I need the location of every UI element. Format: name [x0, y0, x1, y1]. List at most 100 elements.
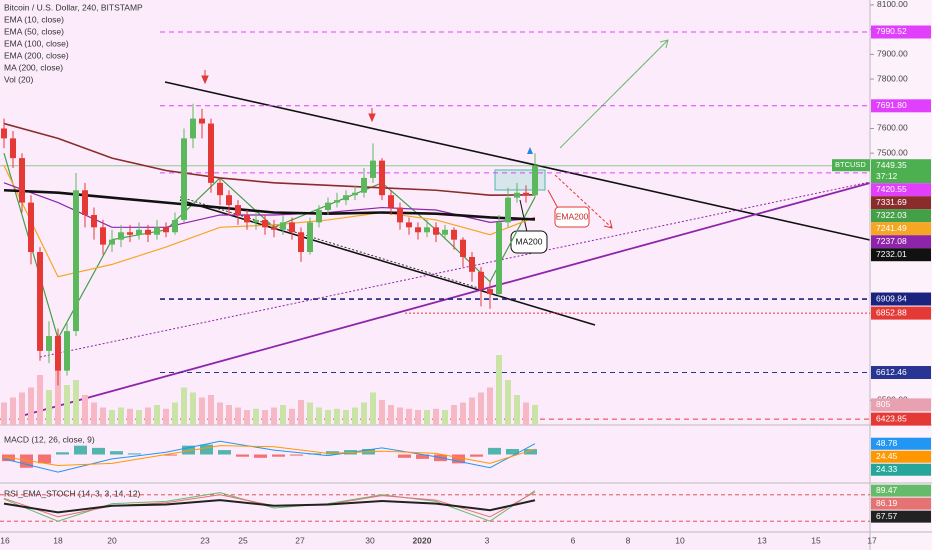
candle-body	[10, 138, 16, 159]
symbol-tag: BTCUSD	[835, 160, 866, 169]
macd-histogram	[272, 454, 285, 457]
macd-histogram	[398, 454, 411, 458]
macd-line	[3, 440, 536, 473]
ema-line	[3, 122, 536, 197]
x-tick-label: 27	[295, 535, 305, 545]
volume-bar	[523, 402, 529, 425]
candle-body	[433, 227, 439, 235]
volume-bar	[1, 402, 7, 425]
candle-body	[1, 128, 7, 139]
macd-histogram	[452, 454, 465, 464]
price-label-bg	[871, 248, 931, 262]
volume-bar	[190, 392, 196, 425]
macd-histogram	[74, 445, 87, 455]
x-tick-label: 20	[107, 535, 117, 545]
macd-histogram	[506, 448, 519, 455]
pane-label: 86.19	[876, 498, 898, 508]
callout-pointer	[519, 199, 528, 233]
volume-bar	[235, 407, 241, 425]
macd-histogram	[470, 454, 483, 457]
volume-bar	[109, 410, 115, 425]
macd-histogram	[110, 451, 123, 455]
volume-bar	[163, 408, 169, 425]
x-tick-label: 25	[238, 535, 248, 545]
volume-bar	[46, 390, 52, 425]
volume-bar	[505, 380, 511, 425]
x-tick-label: 18	[53, 535, 63, 545]
pane-label-bg	[871, 497, 931, 510]
macd-histogram	[92, 447, 105, 455]
legend-entry: Vol (20)	[4, 74, 33, 84]
legend-entry: EMA (200, close)	[4, 50, 69, 60]
volume-bar	[271, 407, 277, 425]
candle-body	[244, 214, 250, 223]
price-label: 7237.08	[876, 236, 907, 246]
macd-histogram	[200, 444, 213, 455]
candle-body	[199, 118, 205, 124]
down-arrow	[554, 174, 613, 229]
candle-body	[361, 177, 367, 193]
candle-body	[406, 222, 412, 228]
volume-bar	[325, 410, 331, 425]
candle-body	[496, 222, 502, 295]
volume-bar	[73, 380, 79, 425]
volume-bar	[343, 410, 349, 425]
candle-body	[424, 227, 430, 233]
candle-body	[109, 239, 115, 245]
candle-body	[118, 232, 124, 240]
y-tick-label: 8100.00	[877, 0, 908, 9]
candle-body	[397, 207, 403, 223]
volume-bar	[136, 410, 142, 425]
x-tick-label: 15	[811, 535, 821, 545]
volume-bar	[217, 402, 223, 425]
price-label: 7322.03	[876, 210, 907, 220]
x-tick-label: 6	[571, 535, 576, 545]
price-label-bg	[871, 366, 931, 380]
volume-bar	[298, 400, 304, 425]
macd-histogram	[218, 450, 231, 455]
pane-label: 24.45	[876, 451, 898, 461]
legend-entry: MA (200, close)	[4, 62, 63, 72]
volume-bar	[64, 385, 70, 425]
candle-body	[163, 227, 169, 233]
candle-body	[469, 256, 475, 272]
volume-bar	[406, 408, 412, 425]
volume-bar	[415, 410, 421, 425]
pane-title: MACD (12, 26, close, 9)	[4, 434, 95, 444]
volume-bar	[181, 387, 187, 425]
volume-bar	[451, 405, 457, 425]
volume-bar	[514, 395, 520, 425]
volume-bar	[469, 397, 475, 425]
candle-body	[262, 219, 268, 228]
price-label-bg	[871, 235, 931, 249]
volume-bar	[496, 355, 502, 425]
candle-body	[127, 232, 133, 235]
macd-histogram	[524, 449, 537, 455]
price-label: 7990.52	[876, 26, 907, 36]
support-line	[24, 182, 871, 416]
pane-title: RSI_EMA_STOCH (14, 3, 3, 14, 12)	[4, 488, 141, 498]
volume-bar	[127, 408, 133, 425]
y-tick-label: 7800.00	[877, 73, 908, 83]
volume-bar	[397, 407, 403, 425]
price-label: 6423.85	[876, 413, 907, 423]
volume-bar	[424, 410, 430, 425]
volume-bar	[289, 408, 295, 425]
candle-body	[307, 222, 313, 253]
candle-body	[91, 214, 97, 228]
x-tick-label: 17	[867, 535, 877, 545]
volume-bar	[460, 402, 466, 425]
volume-bar	[352, 407, 358, 425]
countdown: 37:12	[876, 171, 898, 181]
volume-bar	[91, 402, 97, 425]
chart-title: Bitcoin / U.S. Dollar, 240, BITSTAMP	[4, 2, 143, 12]
volume-bar	[478, 392, 484, 425]
candle-body	[532, 165, 538, 196]
candle-body	[154, 227, 160, 235]
y-tick-label: 7600.00	[877, 123, 908, 133]
candle-body	[298, 232, 304, 253]
price-label: 7232.01	[876, 249, 907, 259]
volume-bar	[361, 402, 367, 425]
candle-body	[46, 336, 52, 351]
